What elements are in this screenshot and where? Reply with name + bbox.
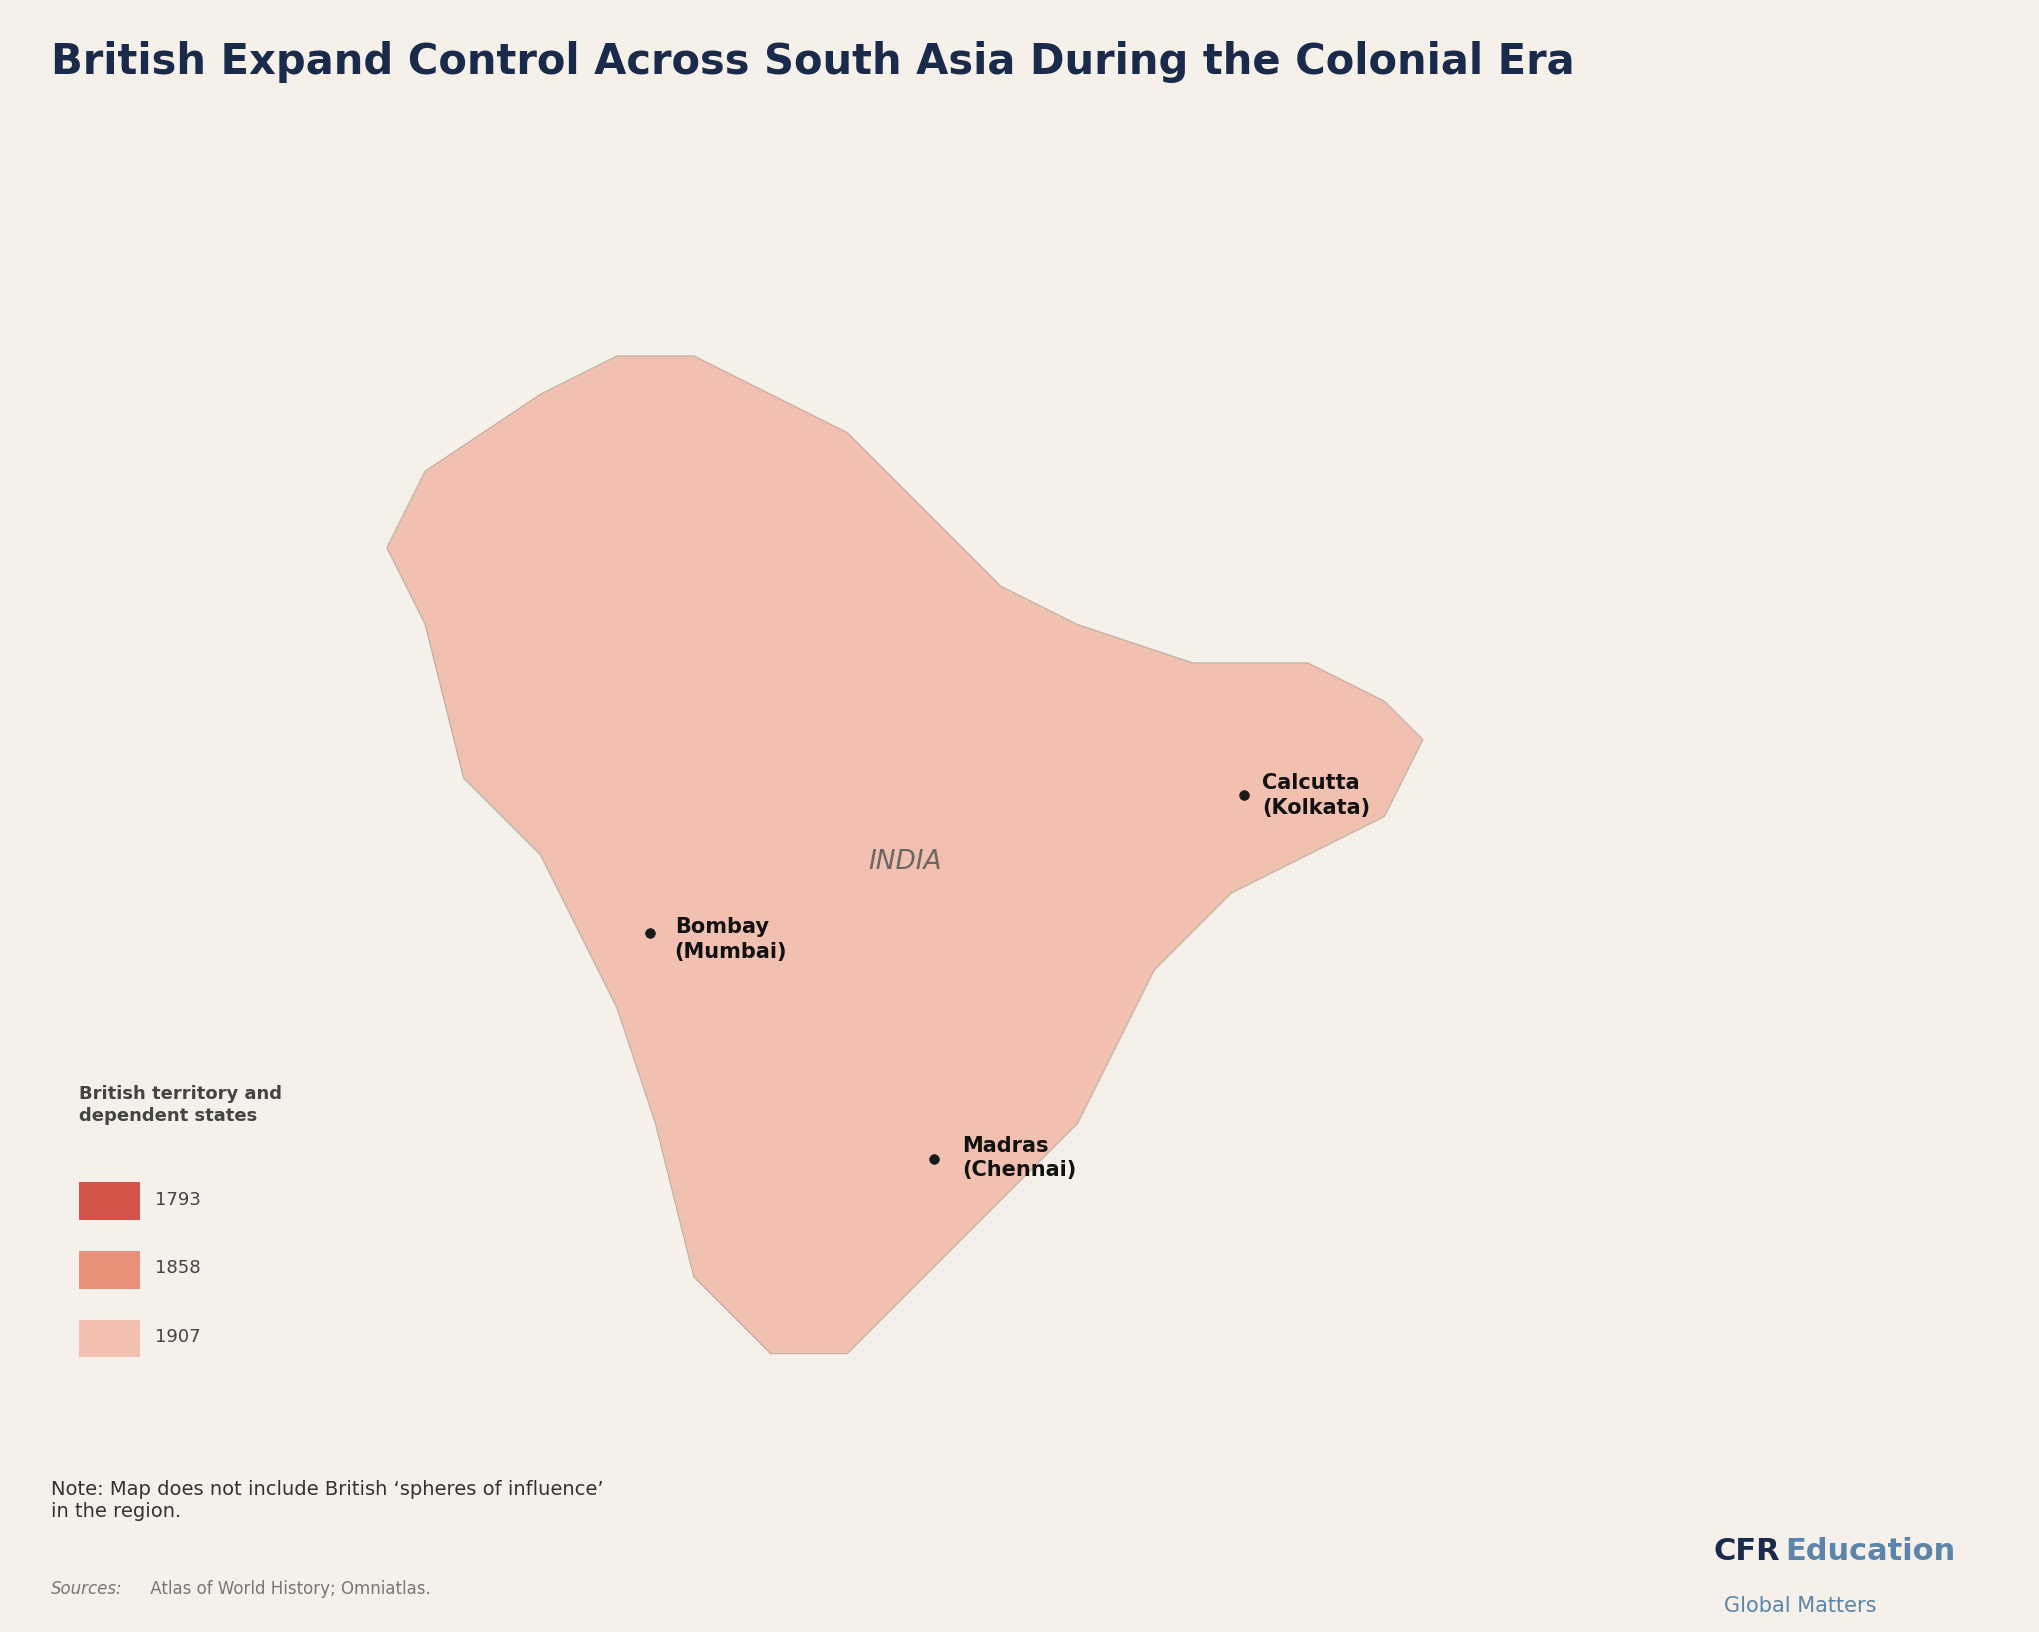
Polygon shape [387, 356, 1423, 1353]
Text: Calcutta
(Kolkata): Calcutta (Kolkata) [1262, 774, 1370, 818]
Text: 1793: 1793 [155, 1191, 202, 1209]
Text: Madras
(Chennai): Madras (Chennai) [962, 1136, 1077, 1180]
Text: Atlas of World History; Omniatlas.: Atlas of World History; Omniatlas. [145, 1580, 430, 1598]
Text: Bombay
(Mumbai): Bombay (Mumbai) [675, 917, 787, 961]
Text: Global Matters: Global Matters [1723, 1596, 1876, 1616]
Text: British Expand Control Across South Asia During the Colonial Era: British Expand Control Across South Asia… [51, 41, 1574, 83]
Text: Sources:: Sources: [51, 1580, 122, 1598]
Text: 1907: 1907 [155, 1328, 202, 1346]
Text: INDIA: INDIA [869, 850, 942, 875]
FancyBboxPatch shape [80, 1252, 139, 1289]
Text: CFR: CFR [1713, 1537, 1780, 1567]
FancyBboxPatch shape [80, 1183, 139, 1221]
Text: 1858: 1858 [155, 1260, 202, 1278]
Text: Note: Map does not include British ‘spheres of influence’
in the region.: Note: Map does not include British ‘sphe… [51, 1480, 604, 1521]
Text: British territory and
dependent states: British territory and dependent states [80, 1085, 281, 1124]
FancyBboxPatch shape [80, 1320, 139, 1358]
Text: Education: Education [1784, 1537, 1953, 1567]
